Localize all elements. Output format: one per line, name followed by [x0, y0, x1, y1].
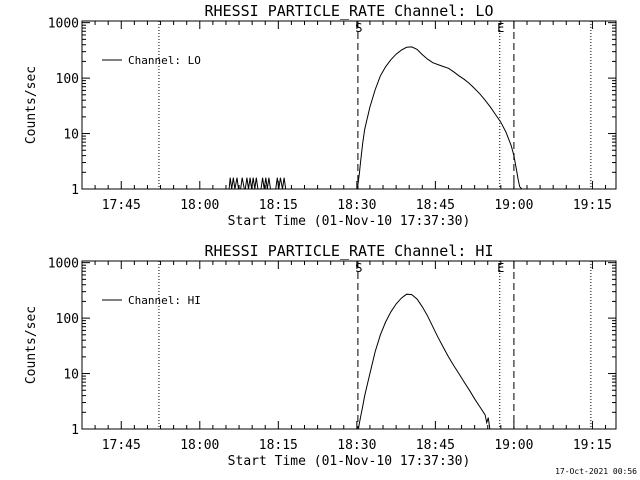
y-tick-label: 1 — [71, 423, 79, 438]
x-tick-label: 18:15 — [259, 198, 298, 213]
series-line — [228, 46, 523, 190]
y-tick-label: 1 — [71, 183, 79, 198]
chart-title: RHESSI PARTICLE_RATE Channel: HI — [205, 242, 494, 260]
x-tick-label: 18:00 — [180, 438, 219, 453]
marker-label: E — [497, 21, 504, 35]
y-tick-label: 1000 — [48, 17, 79, 32]
x-tick-label: 19:15 — [573, 438, 612, 453]
chart-title: RHESSI PARTICLE_RATE Channel: LO — [205, 2, 494, 20]
marker-label: E — [497, 261, 504, 275]
x-axis-label: Start Time (01-Nov-10 17:37:30) — [228, 454, 471, 469]
y-axis-label: Counts/sec — [24, 306, 39, 384]
y-tick-label: 10 — [63, 128, 79, 143]
x-tick-label: 19:00 — [494, 198, 533, 213]
x-tick-label: 18:30 — [337, 438, 376, 453]
marker-label: S — [355, 21, 362, 35]
marker-label: S — [355, 261, 362, 275]
panel-lo: RHESSI PARTICLE_RATE Channel: LO 1 10 100 10… — [24, 2, 617, 229]
x-tick-label: 17:45 — [102, 438, 141, 453]
x-tick-label: 18:00 — [180, 198, 219, 213]
legend-label: Channel: HI — [128, 294, 201, 307]
x-tick-label: 18:45 — [416, 438, 455, 453]
x-axis-label: Start Time (01-Nov-10 17:37:30) — [228, 214, 471, 229]
y-tick-label: 100 — [56, 72, 79, 87]
x-tick-label: 18:30 — [337, 198, 376, 213]
x-tick-label: 19:15 — [573, 198, 612, 213]
timestamp-text: 17-Oct-2021 00:56 — [555, 467, 637, 476]
x-tick-label: 18:15 — [259, 438, 298, 453]
x-tick-label: 19:00 — [494, 438, 533, 453]
legend-label: Channel: LO — [128, 54, 201, 67]
y-tick-label: 100 — [56, 312, 79, 327]
panel-hi: RHESSI PARTICLE_RATE Channel: HI 1 10 100 10… — [24, 242, 617, 469]
y-tick-label: 1000 — [48, 257, 79, 272]
plot-frame — [81, 260, 617, 430]
y-tick-label: 10 — [63, 368, 79, 383]
series-line — [357, 293, 491, 430]
x-tick-label: 18:45 — [416, 198, 455, 213]
x-tick-label: 17:45 — [102, 198, 141, 213]
y-axis-label: Counts/sec — [24, 66, 39, 144]
